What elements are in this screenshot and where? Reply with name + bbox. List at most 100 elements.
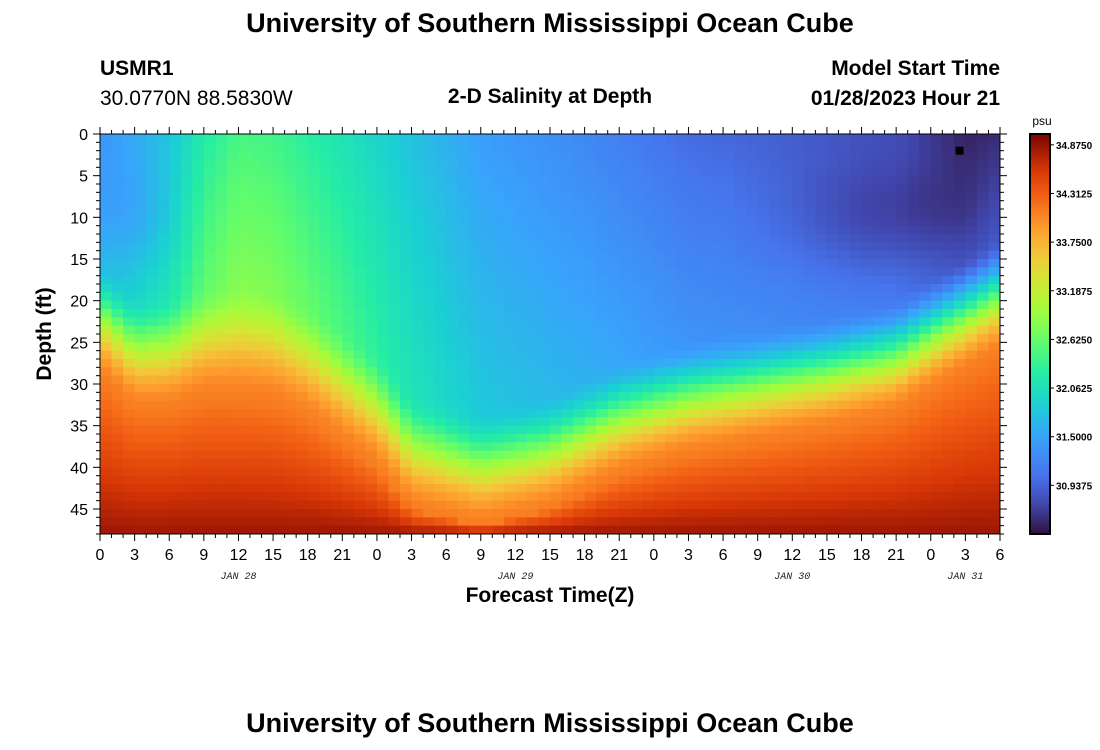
- heatmap-cell: [838, 334, 851, 343]
- heatmap-cell: [953, 284, 966, 293]
- heatmap-cell: [780, 425, 793, 435]
- heatmap-cell: [100, 342, 113, 352]
- heatmap-cell: [873, 342, 886, 352]
- heatmap-cell: [526, 275, 540, 285]
- heatmap-cell: [896, 242, 909, 252]
- heatmap-cell: [226, 184, 240, 193]
- heatmap-cell: [619, 225, 632, 235]
- heatmap-cell: [550, 400, 563, 410]
- heatmap-cell: [665, 217, 678, 227]
- heatmap-cell: [457, 359, 470, 368]
- heatmap-cell: [284, 467, 297, 477]
- heatmap-cell: [884, 150, 897, 160]
- heatmap-cell: [723, 275, 736, 285]
- heatmap-cell: [226, 425, 240, 435]
- heatmap-cell: [861, 400, 874, 410]
- heatmap-cell: [988, 300, 1000, 310]
- heatmap-cell: [607, 342, 620, 352]
- heatmap-cell: [411, 234, 424, 243]
- heatmap-cell: [203, 275, 216, 285]
- heatmap-cell: [169, 517, 182, 527]
- heatmap-cell: [884, 317, 897, 327]
- heatmap-cell: [596, 434, 609, 443]
- heatmap-cell: [930, 200, 943, 210]
- heatmap-cell: [676, 192, 690, 202]
- heatmap-cell: [861, 200, 874, 210]
- heatmap-cell: [411, 192, 424, 202]
- heatmap-cell: [169, 375, 182, 385]
- heatmap-cell: [676, 509, 690, 518]
- heatmap-cell: [134, 475, 147, 485]
- heatmap-cell: [884, 325, 897, 335]
- heatmap-cell: [376, 500, 390, 510]
- heatmap-cell: [850, 425, 863, 435]
- heatmap-cell: [838, 292, 851, 302]
- heatmap-cell: [250, 459, 263, 468]
- heatmap-cell: [838, 259, 851, 268]
- heatmap-cell: [319, 234, 332, 243]
- heatmap-cell: [988, 434, 1000, 443]
- heatmap-cell: [930, 242, 943, 252]
- heatmap-cell: [376, 309, 390, 318]
- heatmap-cell: [261, 350, 274, 360]
- heatmap-cell: [226, 484, 240, 493]
- heatmap-cell: [284, 425, 297, 435]
- heatmap-cell: [873, 367, 886, 377]
- heatmap-cell: [642, 292, 655, 302]
- heatmap-cell: [180, 525, 193, 534]
- heatmap-cell: [838, 209, 851, 218]
- heatmap-cell: [711, 509, 724, 518]
- heatmap-cell: [711, 434, 724, 443]
- heatmap-cell: [896, 284, 909, 293]
- heatmap-cell: [630, 475, 643, 485]
- heatmap-cell: [988, 409, 1000, 418]
- heatmap-cell: [734, 459, 747, 468]
- heatmap-cell: [850, 167, 863, 177]
- heatmap-cell: [665, 450, 678, 460]
- heatmap-cell: [261, 250, 274, 260]
- heatmap-cell: [873, 350, 886, 360]
- x-tick-label: 18: [853, 547, 871, 564]
- heatmap-cell: [596, 400, 609, 410]
- heatmap-cell: [157, 342, 170, 352]
- heatmap-cell: [215, 375, 228, 385]
- heatmap-cell: [769, 467, 782, 477]
- heatmap-cell: [526, 150, 540, 160]
- heatmap-cell: [146, 400, 159, 410]
- heatmap-cell: [561, 259, 574, 268]
- heatmap-cell: [988, 317, 1000, 327]
- heatmap-cell: [873, 300, 886, 310]
- heatmap-cell: [250, 367, 263, 377]
- heatmap-cell: [273, 500, 286, 510]
- heatmap-cell: [203, 350, 216, 360]
- heatmap-cell: [157, 350, 170, 360]
- heatmap-cell: [642, 192, 655, 202]
- heatmap-cell: [607, 359, 620, 368]
- heatmap-cell: [261, 442, 274, 452]
- heatmap-cell: [180, 400, 193, 410]
- heatmap-cell: [238, 184, 251, 193]
- heatmap-cell: [226, 450, 240, 460]
- heatmap-cell: [723, 175, 736, 185]
- heatmap-cell: [988, 192, 1000, 202]
- heatmap-cell: [100, 459, 113, 468]
- heatmap-cell: [919, 359, 932, 368]
- heatmap-cell: [330, 492, 343, 502]
- y-tick-label: 20: [70, 294, 88, 311]
- heatmap-cell: [642, 525, 655, 534]
- heatmap-cell: [930, 525, 943, 534]
- heatmap-cell: [261, 234, 274, 243]
- heatmap-cell: [907, 234, 920, 243]
- heatmap-cell: [619, 325, 632, 335]
- heatmap-cell: [884, 417, 897, 427]
- heatmap-cell: [953, 159, 966, 168]
- heatmap-cell: [480, 300, 493, 310]
- heatmap-cell: [342, 500, 355, 510]
- heatmap-cell: [203, 217, 216, 227]
- heatmap-cell: [423, 192, 436, 202]
- heatmap-cell: [550, 484, 563, 493]
- heatmap-cell: [238, 450, 251, 460]
- heatmap-cell: [596, 492, 609, 502]
- heatmap-cell: [169, 342, 182, 352]
- heatmap-cell: [596, 275, 609, 285]
